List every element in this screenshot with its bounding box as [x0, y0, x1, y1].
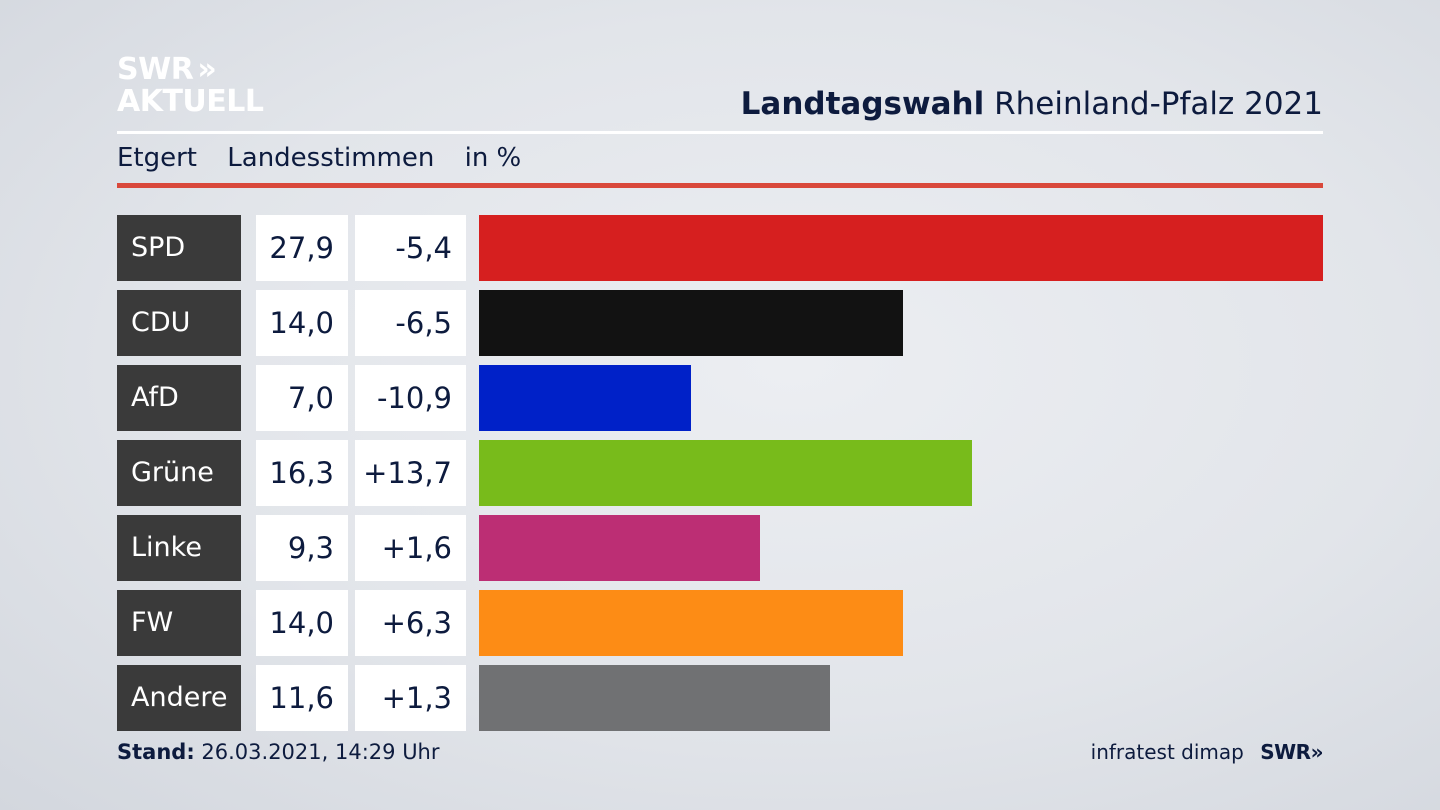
bar-linke	[479, 515, 760, 581]
bar-cdu	[479, 290, 903, 356]
chart-row: Grüne 16,3 +13,7	[117, 440, 1323, 506]
chart-subtitle: Etgert Landesstimmen in %	[117, 143, 543, 173]
bar-spd	[479, 215, 1323, 281]
chart-title: Landtagswahl Rheinland-Pfalz 2021	[741, 86, 1323, 122]
bar-fw	[479, 590, 903, 656]
vote-share-label: 16,3	[256, 440, 348, 506]
source-name: infratest dimap	[1090, 740, 1244, 764]
chart-title-bold: Landtagswahl	[740, 86, 985, 122]
vote-change-label: +6,3	[355, 590, 466, 656]
chart-row: Andere 11,6 +1,3	[117, 665, 1323, 731]
party-label: Grüne	[117, 440, 241, 506]
vote-change-label: +13,7	[355, 440, 466, 506]
logo-text-swr: SWR	[117, 52, 194, 87]
party-label: SPD	[117, 215, 241, 281]
accent-divider	[117, 183, 1323, 188]
source-credit: infratest dimap SWR»	[1090, 740, 1324, 764]
logo-arrows-icon: »	[197, 52, 217, 87]
vote-share-label: 14,0	[256, 590, 348, 656]
vote-change-label: +1,3	[355, 665, 466, 731]
swr-aktuell-logo: SWR» AKTUELL	[117, 54, 264, 118]
chart-row: FW 14,0 +6,3	[117, 590, 1323, 656]
party-label: Linke	[117, 515, 241, 581]
chart-title-rest: Rheinland-Pfalz 2021	[994, 86, 1323, 122]
vote-change-label: -6,5	[355, 290, 466, 356]
chart-row: CDU 14,0 -6,5	[117, 290, 1323, 356]
subtitle-unit: in %	[464, 143, 522, 173]
vote-share-label: 27,9	[256, 215, 348, 281]
party-label: AfD	[117, 365, 241, 431]
subtitle-location: Etgert	[117, 143, 198, 173]
logo-text-aktuell: AKTUELL	[117, 84, 264, 119]
swr-logo-small: SWR»	[1260, 740, 1323, 764]
timestamp: Stand: 26.03.2021, 14:29 Uhr	[117, 740, 440, 764]
chart-row: SPD 27,9 -5,4	[117, 215, 1323, 281]
vote-change-label: -5,4	[355, 215, 466, 281]
vote-change-label: -10,9	[355, 365, 466, 431]
bar-afd	[479, 365, 691, 431]
vote-share-label: 7,0	[256, 365, 348, 431]
bar-andere	[479, 665, 830, 731]
timestamp-value: 26.03.2021, 14:29 Uhr	[201, 740, 440, 764]
chart-row: Linke 9,3 +1,6	[117, 515, 1323, 581]
chart-row: AfD 7,0 -10,9	[117, 365, 1323, 431]
bar-gr-ne	[479, 440, 972, 506]
vote-change-label: +1,6	[355, 515, 466, 581]
subtitle-measure: Landesstimmen	[227, 143, 435, 173]
title-divider	[117, 131, 1323, 134]
timestamp-label: Stand:	[117, 740, 195, 764]
vote-share-label: 14,0	[256, 290, 348, 356]
party-label: CDU	[117, 290, 241, 356]
vote-share-label: 11,6	[256, 665, 348, 731]
party-label: Andere	[117, 665, 241, 731]
party-label: FW	[117, 590, 241, 656]
vote-share-label: 9,3	[256, 515, 348, 581]
